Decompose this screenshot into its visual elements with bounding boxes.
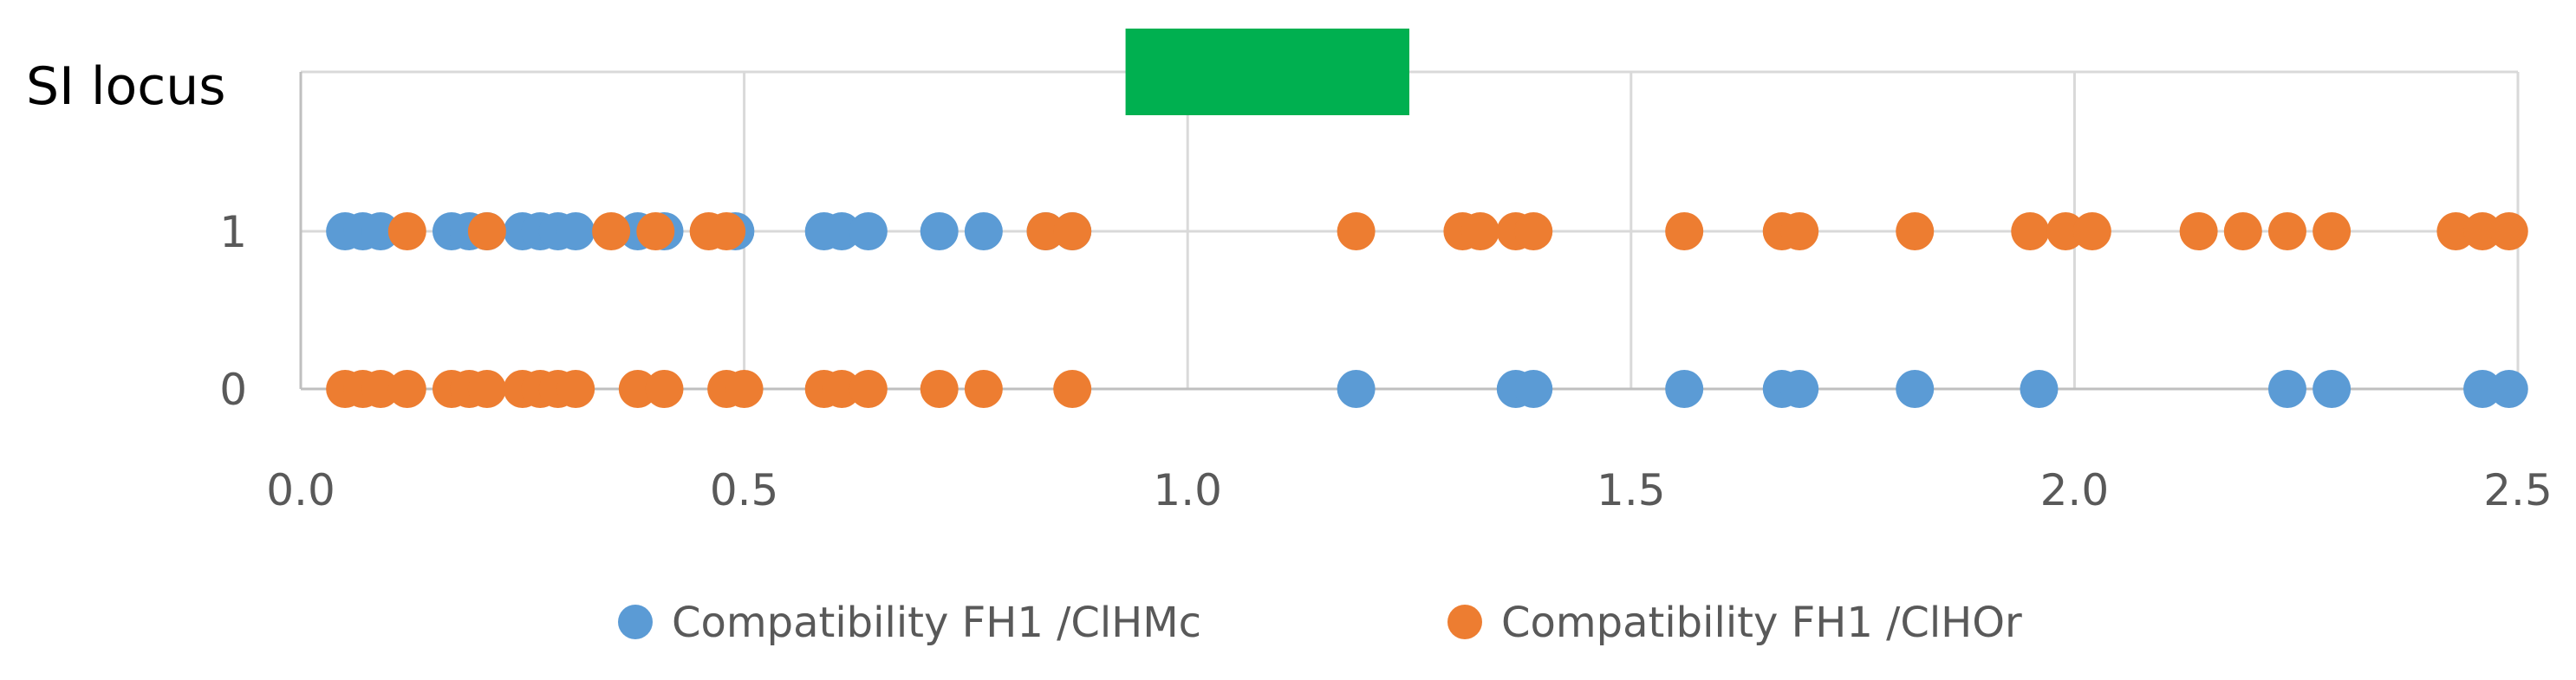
data-point xyxy=(467,370,506,408)
data-point xyxy=(725,370,764,408)
data-point xyxy=(849,212,888,250)
x-tick-label: 2.0 xyxy=(2040,465,2110,515)
data-point xyxy=(361,212,400,250)
data-point xyxy=(1053,370,1092,408)
data-point xyxy=(1514,370,1553,408)
data-point xyxy=(2267,370,2306,408)
data-point xyxy=(1460,212,1499,250)
data-point xyxy=(1337,370,1376,408)
data-point xyxy=(1780,212,1819,250)
data-point xyxy=(2020,370,2059,408)
highlight-bar xyxy=(1125,29,1409,115)
legend-label: Compatibility FH1 /ClHOr xyxy=(1501,599,2022,647)
data-point xyxy=(636,212,675,250)
data-point xyxy=(618,370,657,408)
data-point xyxy=(2267,212,2306,250)
data-point xyxy=(920,212,959,250)
tick-labels: 0.0 0.5 1.0 1.5 2.0 2.5 0 1 xyxy=(219,207,2553,515)
data-point xyxy=(556,212,595,250)
data-point xyxy=(645,370,684,408)
data-point xyxy=(823,212,862,250)
x-tick-label: 1.5 xyxy=(1597,465,1666,515)
legend: Compatibility FH1 /ClHMc Compatibility FH… xyxy=(618,599,2022,647)
data-point xyxy=(2011,212,2050,250)
data-points xyxy=(326,212,2528,408)
data-point xyxy=(2313,370,2352,408)
data-point xyxy=(2489,370,2528,408)
data-point xyxy=(823,370,862,408)
data-point xyxy=(2463,370,2502,408)
data-point xyxy=(387,370,426,408)
data-point xyxy=(1896,370,1935,408)
data-point xyxy=(2436,212,2475,250)
data-point xyxy=(592,212,631,250)
data-point xyxy=(1026,212,1065,250)
data-point xyxy=(1665,212,1704,250)
data-point xyxy=(2046,212,2085,250)
data-point xyxy=(467,212,506,250)
data-point xyxy=(1780,370,1819,408)
data-point xyxy=(1896,212,1935,250)
data-point xyxy=(1514,212,1553,250)
data-point xyxy=(2179,212,2218,250)
data-point xyxy=(964,212,1003,250)
legend-marker xyxy=(1447,605,1482,639)
x-tick-label: 1.0 xyxy=(1153,465,1222,515)
data-point xyxy=(387,212,426,250)
data-point xyxy=(2072,212,2111,250)
data-point xyxy=(964,370,1003,408)
data-point xyxy=(361,370,400,408)
data-point xyxy=(1665,370,1704,408)
y-tick-label: 0 xyxy=(219,365,247,415)
y-tick-label: 1 xyxy=(219,207,247,257)
data-point xyxy=(2489,212,2528,250)
x-tick-label: 2.5 xyxy=(2483,465,2553,515)
data-point xyxy=(2313,212,2352,250)
x-tick-label: 0.0 xyxy=(266,465,335,515)
data-point xyxy=(2223,212,2262,250)
data-point xyxy=(1053,212,1092,250)
x-tick-label: 0.5 xyxy=(710,465,779,515)
data-point xyxy=(920,370,959,408)
data-point xyxy=(2463,212,2502,250)
data-point xyxy=(1337,212,1376,250)
data-point xyxy=(707,212,746,250)
legend-marker xyxy=(618,605,653,639)
highlight-region-group xyxy=(1125,29,1409,115)
legend-label: Compatibility FH1 /ClHMc xyxy=(672,599,1201,647)
data-point xyxy=(556,370,595,408)
data-point xyxy=(849,370,888,408)
chart-title: SI locus xyxy=(26,56,226,117)
